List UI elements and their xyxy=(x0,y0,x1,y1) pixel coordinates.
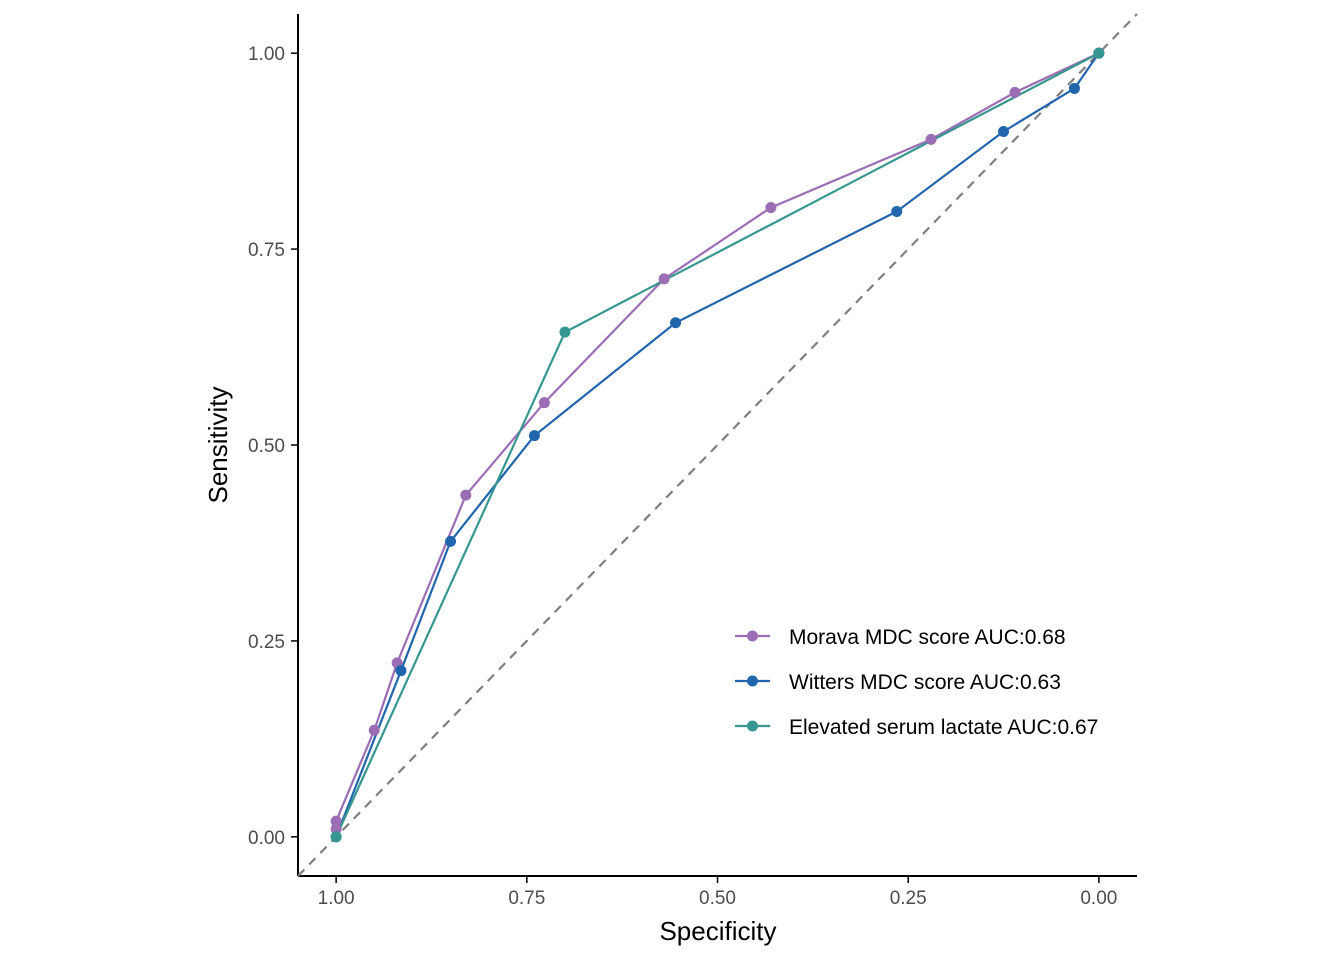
series-1-point xyxy=(368,724,380,736)
series-2-point xyxy=(528,430,540,442)
series-1-point xyxy=(538,397,550,409)
series-3-point xyxy=(1093,47,1105,59)
series-2-point xyxy=(998,126,1010,138)
series-1-point xyxy=(658,273,670,285)
series-3-point xyxy=(559,326,571,338)
y-tick-label: 0.25 xyxy=(248,632,285,653)
legend-key-point xyxy=(747,720,758,732)
reference-line-group xyxy=(297,13,1138,877)
legend-label: Witters MDC score AUC:0.63 xyxy=(789,671,1061,694)
x-axis-title: Specificity xyxy=(659,916,776,946)
series-1-point xyxy=(460,489,472,501)
series-1-point xyxy=(1009,86,1021,98)
series-2-point xyxy=(670,317,682,329)
reference-diagonal-line xyxy=(297,13,1138,877)
series-3-point xyxy=(330,831,342,843)
ticks-group: 1.00 0.75 0.50 0.25 0.00 0.00 0.25 0.50 0.75 1.00 xyxy=(248,44,1117,909)
legend-key-point xyxy=(747,675,758,687)
y-tick-label: 0.50 xyxy=(248,436,285,457)
series-line-1 xyxy=(335,52,1100,829)
y-tick-label: 0.00 xyxy=(248,828,285,849)
series-2-point xyxy=(395,665,407,677)
legend-label: Morava MDC score AUC:0.68 xyxy=(789,626,1066,649)
series-1-point xyxy=(330,815,342,827)
y-axis-title: Sensitivity xyxy=(203,386,233,503)
legend-label: Elevated serum lactate AUC:0.67 xyxy=(789,716,1098,739)
legend: Morava MDC score AUC:0.68 Witters MDC sco… xyxy=(735,626,1098,739)
x-tick-label: 0.25 xyxy=(890,888,927,909)
legend-key-point xyxy=(747,630,758,642)
series-2-point xyxy=(445,535,457,547)
series-2-point xyxy=(1068,82,1080,94)
x-tick-label: 0.50 xyxy=(699,888,736,909)
x-tick-label: 0.00 xyxy=(1080,888,1117,909)
x-tick-label: 1.00 xyxy=(318,888,355,909)
series-1-point xyxy=(765,202,777,214)
series-1-point xyxy=(330,823,342,835)
series-2-point xyxy=(891,205,903,217)
series-1-point xyxy=(925,133,937,145)
x-tick-label: 0.75 xyxy=(508,888,545,909)
y-tick-label: 0.75 xyxy=(248,240,285,261)
series-group xyxy=(330,47,1105,843)
y-tick-label: 1.00 xyxy=(248,44,285,65)
